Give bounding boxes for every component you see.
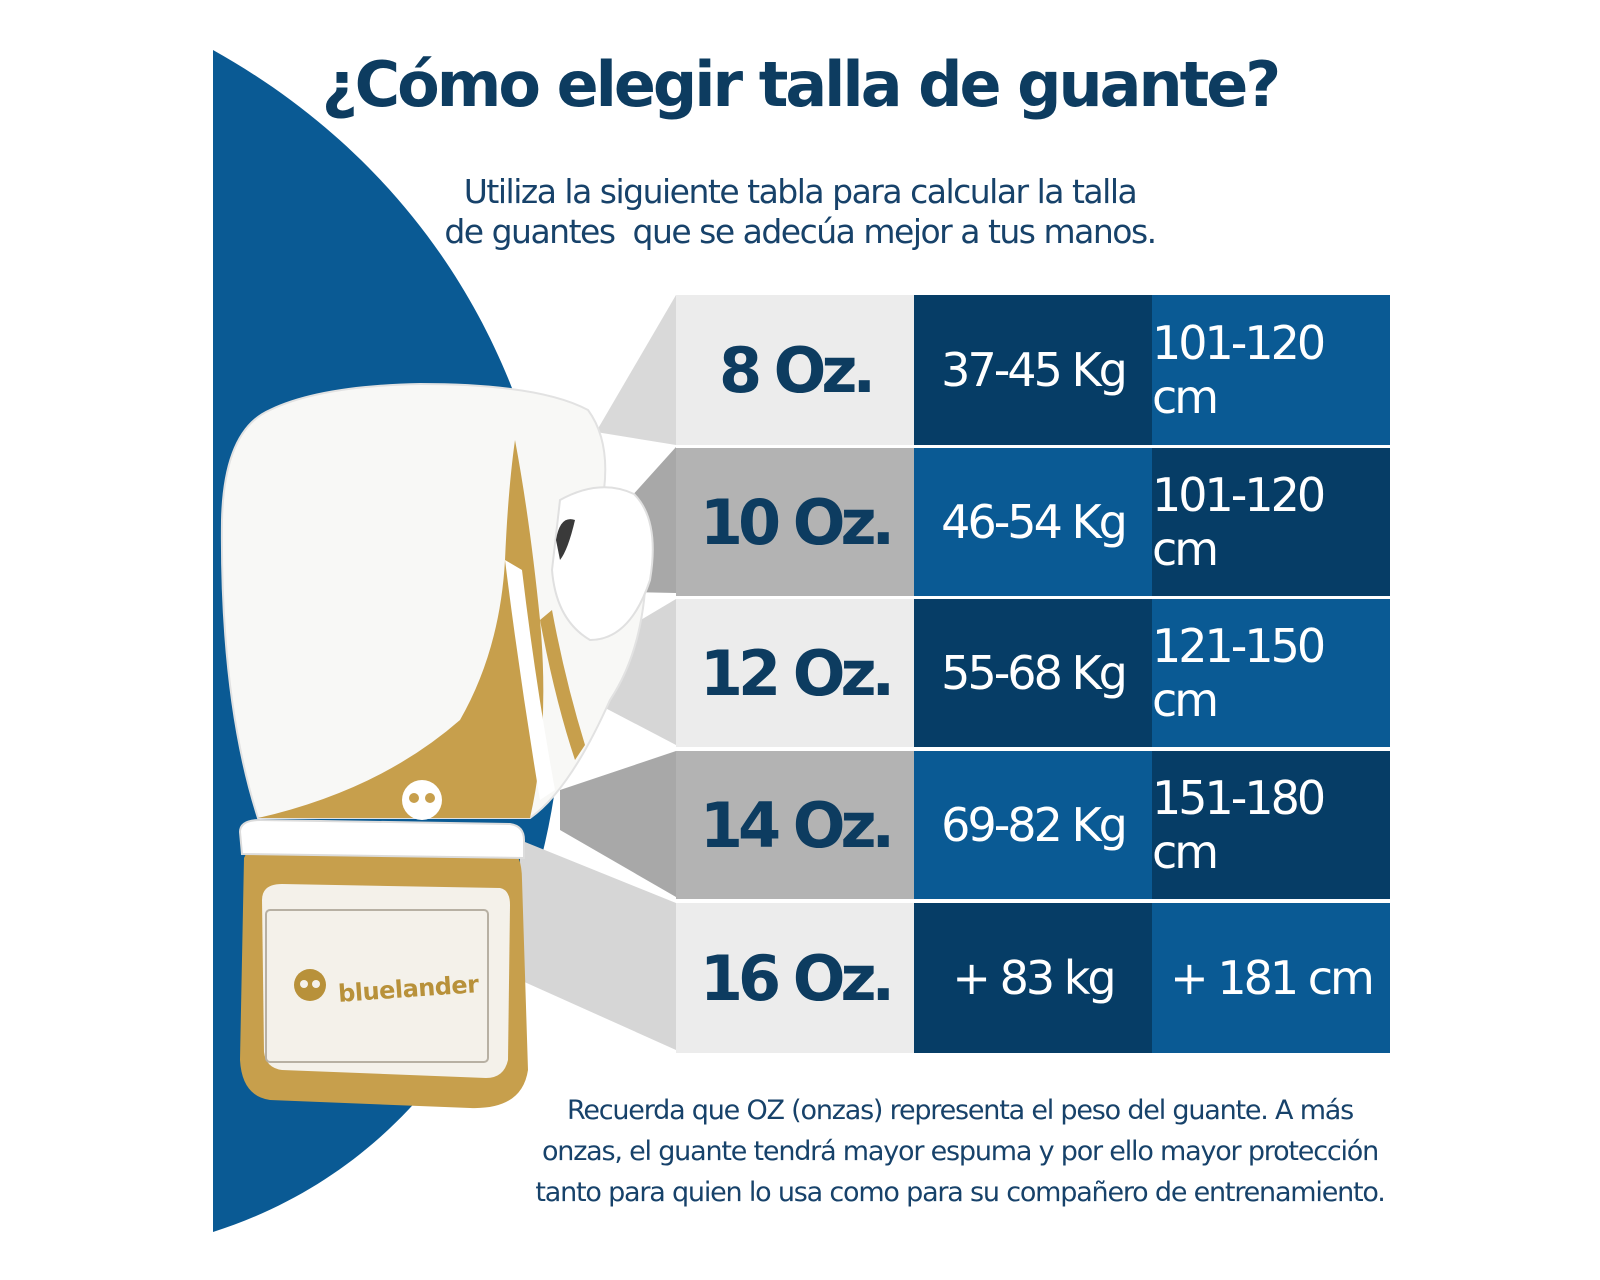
height-cell: 101-120 cm xyxy=(1152,295,1390,445)
size-cell: 14 Oz. xyxy=(676,751,914,899)
footnote-line-3: tanto para quien lo usa como para su com… xyxy=(535,1177,1385,1208)
weight-cell: 46-54 Kg xyxy=(914,448,1152,596)
gold-stripe xyxy=(258,440,544,818)
subtitle: Utiliza la siguiente tabla para calcular… xyxy=(0,172,1600,252)
weight-cell: 69-82 Kg xyxy=(914,751,1152,899)
subtitle-line-2: de guantes que se adecúa mejor a tus man… xyxy=(444,212,1157,251)
size-cell: 10 Oz. xyxy=(676,448,914,596)
height-cell: 151-180 cm xyxy=(1152,751,1390,899)
connector-wedge-5 xyxy=(520,840,676,1050)
weight-cell: 37-45 Kg xyxy=(914,295,1152,445)
height-cell: + 181 cm xyxy=(1152,903,1390,1053)
footnote-line-1: Recuerda que OZ (onzas) representa el pe… xyxy=(566,1095,1354,1126)
size-cell: 8 Oz. xyxy=(676,295,914,445)
footnote: Recuerda que OZ (onzas) representa el pe… xyxy=(520,1090,1400,1213)
boxing-glove-image xyxy=(220,382,654,1109)
connector-wedge-1 xyxy=(596,295,676,445)
weight-cell: 55-68 Kg xyxy=(914,599,1152,747)
connector-wedge-3 xyxy=(590,599,676,745)
bluelander-logo-icon xyxy=(294,969,326,1001)
height-cell: 121-150 cm xyxy=(1152,599,1390,747)
subtitle-line-1: Utiliza la siguiente tabla para calcular… xyxy=(463,172,1138,211)
size-cell: 16 Oz. xyxy=(676,903,914,1053)
connector-wedge-4 xyxy=(560,751,676,897)
height-cell: 101-120 cm xyxy=(1152,448,1390,596)
weight-cell: + 83 kg xyxy=(914,903,1152,1053)
glove-logo-icon xyxy=(402,780,442,820)
size-cell: 12 Oz. xyxy=(676,599,914,747)
page-title: ¿Cómo elegir talla de guante? xyxy=(321,48,1282,121)
footnote-line-2: onzas, el guante tendrá mayor espuma y p… xyxy=(541,1136,1379,1167)
